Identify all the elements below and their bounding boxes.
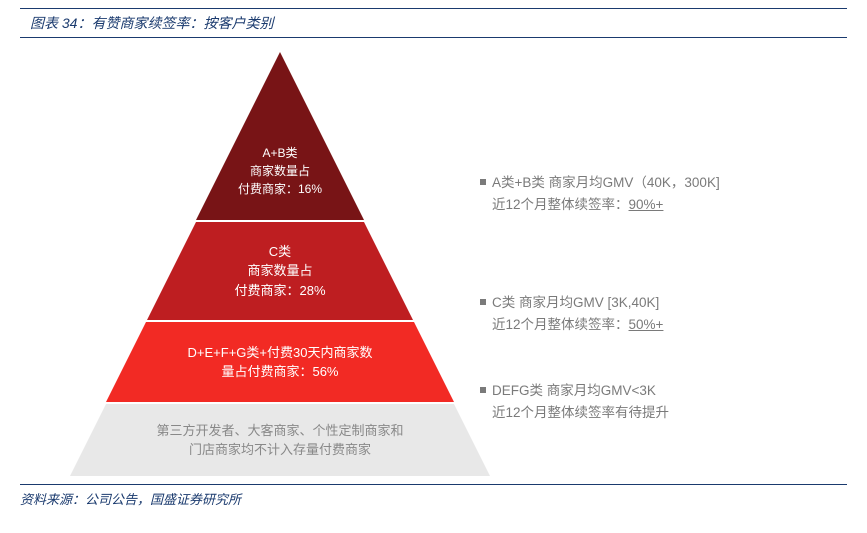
title-text: 有赞商家续签率：按客户类别 — [91, 15, 273, 31]
source-text: 资料来源：公司公告，国盛证券研究所 — [20, 492, 241, 507]
chart-title-bar: 图表 34：有赞商家续签率：按客户类别 — [20, 8, 847, 38]
pyramid: A+B类 商家数量占 付费商家：16% C类 商家数量占 付费商家：28% D+… — [70, 52, 490, 472]
anno3-line2pre: 近12个月整体续签率有待提升 — [492, 405, 669, 420]
content-area: A+B类 商家数量占 付费商家：16% C类 商家数量占 付费商家：28% D+… — [0, 44, 867, 484]
bullet-icon — [480, 299, 486, 305]
title-prefix: 图表 34： — [30, 15, 91, 31]
pyramid-tier-3: D+E+F+G类+付费30天内商家数 量占付费商家：56% — [106, 322, 454, 402]
annotation-1: A类+B类 商家月均GMV（40K，300K] 近12个月整体续签率：90%+ — [480, 172, 720, 215]
tier3-label: D+E+F+G类+付费30天内商家数 量占付费商家：56% — [188, 343, 373, 382]
anno1-line1: A类+B类 商家月均GMV（40K，300K] — [492, 175, 720, 190]
anno2-line1: C类 商家月均GMV [3K,40K] — [492, 295, 659, 310]
pyramid-tier-4: 第三方开发者、大客商家、个性定制商家和 门店商家均不计入存量付费商家 — [70, 404, 490, 476]
bullet-icon — [480, 179, 486, 185]
pyramid-tier-1: A+B类 商家数量占 付费商家：16% — [196, 52, 364, 220]
annotation-2: C类 商家月均GMV [3K,40K] 近12个月整体续签率：50%+ — [480, 292, 663, 335]
pyramid-tier-2: C类 商家数量占 付费商家：28% — [147, 222, 413, 320]
anno1-line2pre: 近12个月整体续签率： — [492, 197, 629, 212]
tier4-label: 第三方开发者、大客商家、个性定制商家和 门店商家均不计入存量付费商家 — [156, 421, 403, 460]
source-bar: 资料来源：公司公告，国盛证券研究所 — [20, 484, 847, 509]
anno2-line2val: 50%+ — [629, 317, 664, 332]
annotation-3: DEFG类 商家月均GMV<3K 近12个月整体续签率有待提升 — [480, 380, 669, 423]
anno2-line2pre: 近12个月整体续签率： — [492, 317, 629, 332]
tier2-label: C类 商家数量占 付费商家：28% — [234, 242, 325, 301]
bullet-icon — [480, 387, 486, 393]
chart-title: 图表 34：有赞商家续签率：按客户类别 — [30, 15, 273, 31]
anno3-line1: DEFG类 商家月均GMV<3K — [492, 383, 656, 398]
tier1-label: A+B类 商家数量占 付费商家：16% — [238, 144, 322, 198]
anno1-line2val: 90%+ — [629, 197, 664, 212]
